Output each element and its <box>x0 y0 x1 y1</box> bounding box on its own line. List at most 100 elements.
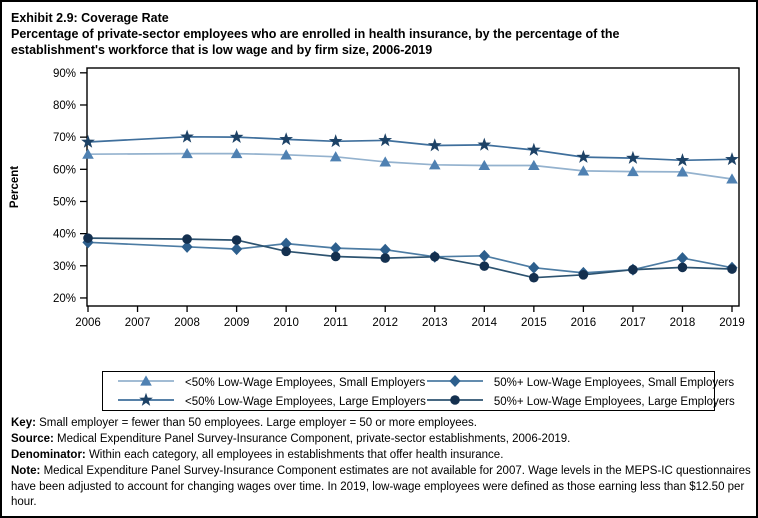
x-tick-label: 2011 <box>323 317 348 329</box>
diamond-marker <box>528 261 540 274</box>
circle-marker <box>231 235 242 245</box>
y-tick-label: 50% <box>53 196 76 208</box>
star-marker <box>527 142 541 156</box>
footer-notes: Key: Small employer = fewer than 50 empl… <box>11 416 753 511</box>
circle-marker <box>83 233 93 243</box>
diamond-marker <box>181 240 193 253</box>
legend: <50% Low-Wage Employees, Small Employers… <box>102 371 735 411</box>
x-tick-label: 2017 <box>620 317 646 329</box>
triangle-marker <box>280 149 292 160</box>
diamond-marker-icon <box>426 373 484 392</box>
key-text: Small employer = fewer than 50 employees… <box>35 417 477 429</box>
circle-marker <box>727 264 737 274</box>
x-tick-label: 2006 <box>75 317 101 329</box>
triangle-marker <box>82 148 94 159</box>
circle-marker <box>281 246 291 257</box>
triangle-marker <box>329 151 342 162</box>
circle-legend-swatch <box>426 395 483 405</box>
circle-marker <box>578 270 589 280</box>
plot-border <box>86 67 740 307</box>
x-tick-label: 2016 <box>571 317 597 329</box>
star-marker <box>328 134 343 148</box>
legend-entry-small-50plus: 50%+ Low-Wage Employees, Small Employers <box>426 373 735 392</box>
denominator-label: Denominator: <box>11 449 86 461</box>
line-chart-canvas: 20% 30% 40% 50% 60% 70% 80% 90% 2006 2007 2008 2009… <box>9 67 745 329</box>
triangle-marker <box>140 375 152 386</box>
triangle-legend-swatch <box>118 375 174 386</box>
circle-marker <box>479 261 490 271</box>
circle-marker <box>380 253 391 263</box>
star-marker <box>81 134 95 148</box>
triangle-marker <box>181 147 193 159</box>
diamond-marker <box>379 243 391 256</box>
x-tick-label: 2013 <box>422 317 448 329</box>
triangle-marker <box>726 173 738 184</box>
legend-entry-large-lt50: <50% Low-Wage Employees, Large Employers <box>117 392 426 411</box>
star-marker <box>180 129 194 143</box>
circle-marker <box>182 234 192 244</box>
chart-subtitle-line2: establishment's workforce that is low wa… <box>11 43 433 57</box>
footer-key: Key: Small employer = fewer than 50 empl… <box>11 416 753 432</box>
y-tick-label: 90% <box>53 68 76 80</box>
x-tick-label: 2009 <box>224 317 250 329</box>
diamond-marker <box>676 252 689 265</box>
triangle-marker <box>676 166 689 177</box>
legend-entry-large-50plus: 50%+ Low-Wage Employees, Large Employers <box>426 392 735 411</box>
star-marker-icon <box>117 392 175 411</box>
key-label: Key: <box>11 417 36 429</box>
y-tick-label: 30% <box>53 261 76 273</box>
note-text: Medical Expenditure Panel Survey-Insuran… <box>11 465 751 508</box>
circle-marker <box>450 395 460 405</box>
star-legend-swatch <box>118 392 174 406</box>
x-tick-label: 2007 <box>125 317 151 329</box>
title-block: Exhibit 2.9: Coverage Rate Percentage of… <box>11 10 751 58</box>
star-marker <box>477 137 492 151</box>
diamond-marker <box>231 243 243 256</box>
diamond-legend-swatch <box>426 375 483 387</box>
chart-subtitle-line1: Percentage of private-sector employees w… <box>11 27 620 41</box>
note-label: Note: <box>11 465 41 477</box>
legend-label: <50% Low-Wage Employees, Small Employers <box>185 376 426 389</box>
diamond-marker <box>280 237 292 250</box>
triangle-marker <box>577 165 590 176</box>
star-marker <box>378 133 393 147</box>
circle-marker <box>330 251 341 262</box>
y-tick-label: 70% <box>53 132 76 144</box>
diamond-marker <box>449 375 461 387</box>
legend-label: <50% Low-Wage Employees, Large Employers <box>185 395 426 408</box>
circle-marker <box>628 264 638 275</box>
y-tick-label: 20% <box>53 293 76 305</box>
x-tick-label: 2008 <box>174 317 200 329</box>
star-marker <box>675 153 690 167</box>
star-marker <box>576 149 591 163</box>
circle-marker <box>429 251 440 262</box>
circle-marker <box>677 262 688 273</box>
footer-denominator: Denominator: Within each category, all e… <box>11 448 753 464</box>
triangle-marker <box>627 165 639 177</box>
x-tick-label: 2018 <box>670 317 696 329</box>
star-marker <box>139 392 153 406</box>
legend-label: 50%+ Low-Wage Employees, Large Employers <box>493 395 735 408</box>
star-marker <box>229 129 244 143</box>
x-tick-label: 2010 <box>273 317 299 329</box>
diamond-marker <box>478 249 490 262</box>
y-tick-label: 80% <box>53 100 76 112</box>
triangle-marker <box>528 159 540 171</box>
circle-marker <box>529 272 539 283</box>
source-label: Source: <box>11 433 54 445</box>
triangle-marker <box>428 159 441 170</box>
legend-label: 50%+ Low-Wage Employees, Small Employers <box>493 376 735 389</box>
triangle-marker <box>230 147 243 159</box>
x-tick-label: 2014 <box>472 317 498 329</box>
footer-source: Source: Medical Expenditure Panel Survey… <box>11 432 753 448</box>
triangle-marker-icon <box>117 373 175 392</box>
y-tick-label: 60% <box>53 164 76 176</box>
legend-entry-small-lt50: <50% Low-Wage Employees, Small Employers <box>117 373 426 392</box>
triangle-marker <box>478 159 491 171</box>
star-marker <box>427 138 442 152</box>
triangle-marker <box>379 156 392 167</box>
diamond-marker <box>330 242 342 255</box>
circle-marker-icon <box>426 392 484 411</box>
footer-note: Note: Medical Expenditure Panel Survey-I… <box>11 464 753 511</box>
